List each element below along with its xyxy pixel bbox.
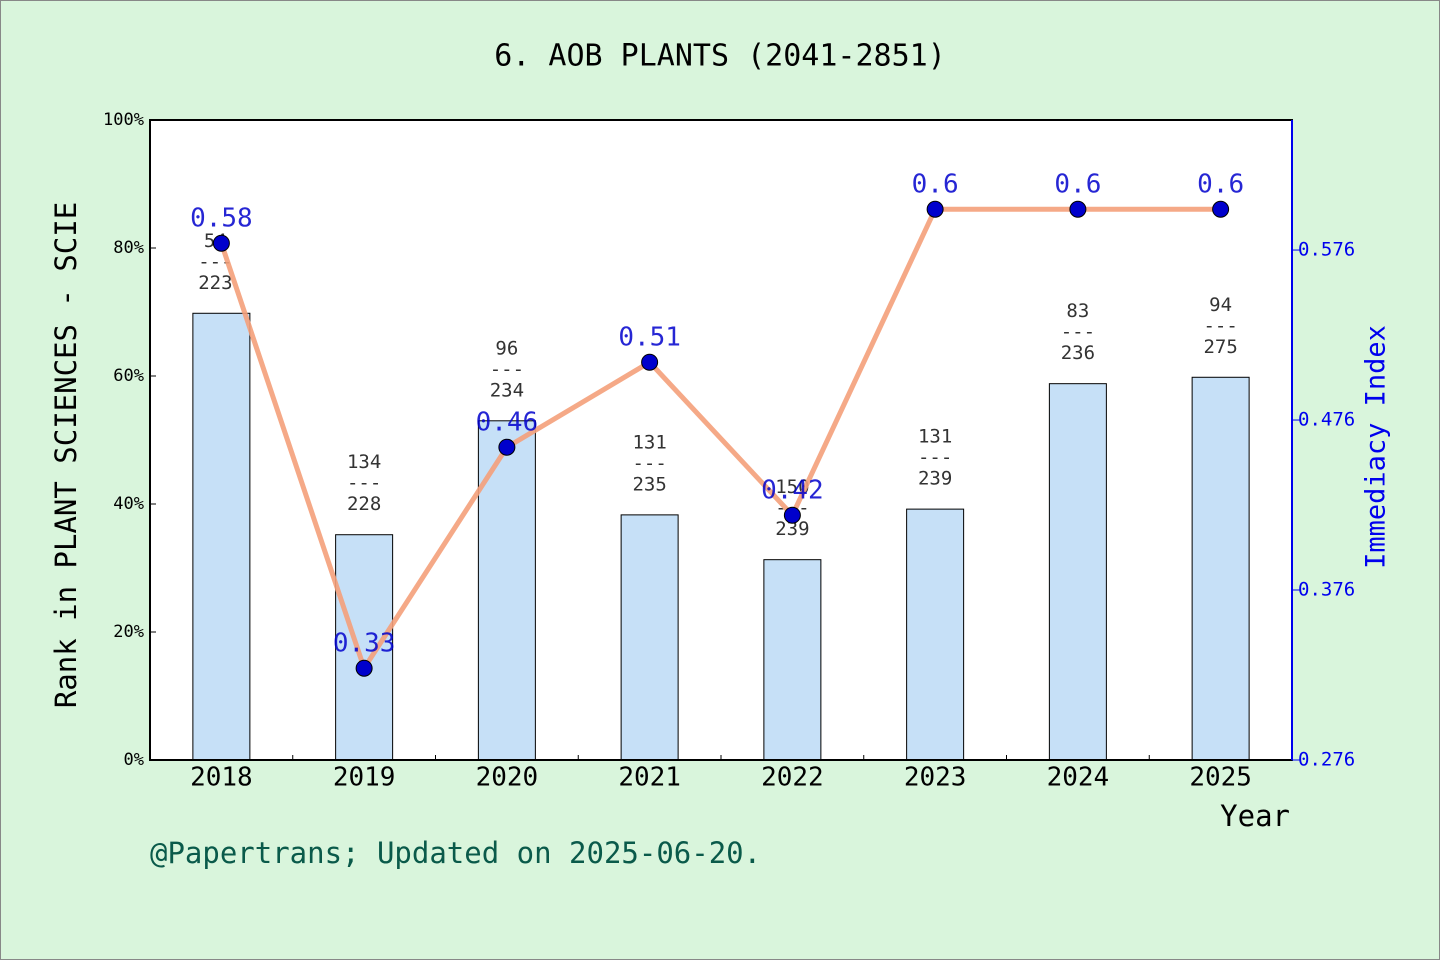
bar [477, 420, 536, 761]
bar [1048, 383, 1107, 761]
line-value-label: 0.6 [1197, 170, 1244, 200]
bar-label: 239 [775, 518, 809, 540]
line-marker [641, 353, 659, 371]
bar-label: 131 [632, 431, 666, 453]
line-marker [1069, 200, 1087, 218]
line-value-label: 0.51 [618, 323, 681, 353]
line [219, 206, 1221, 674]
y-tick-label: 0% [124, 750, 144, 770]
bar [763, 559, 822, 761]
line-marker [783, 506, 801, 524]
bar [1191, 376, 1250, 761]
bar-label: --- [1061, 321, 1095, 343]
x-tick-label: 2023 [904, 763, 967, 793]
x-tick-label: 2024 [1047, 763, 1110, 793]
line-marker [1212, 200, 1230, 218]
x-tick-label: 2018 [190, 763, 253, 793]
y2-tick-label: 0.376 [1298, 579, 1355, 601]
line-marker [926, 200, 944, 218]
y-tick-label: 60% [113, 366, 144, 386]
bar-label: 96 [495, 337, 518, 359]
bar-label: --- [490, 358, 524, 380]
bar-label: 236 [1061, 342, 1095, 364]
x-tick-label: 2022 [761, 763, 824, 793]
line-value-label: 0.33 [333, 629, 396, 659]
y-tick-label: 100% [103, 110, 144, 130]
line-value-label: 0.58 [190, 204, 253, 234]
bar-label: 134 [347, 451, 381, 473]
chart-title: 6. AOB PLANTS (2041-2851) [494, 39, 946, 74]
footer: @Papertrans; Updated on 2025-06-20. [150, 836, 761, 870]
bar [335, 534, 394, 761]
bar-label: 234 [490, 379, 524, 401]
line-value-label: 0.6 [1054, 170, 1101, 200]
bar-label: --- [632, 452, 666, 474]
y2-tick-label: 0.576 [1298, 239, 1355, 261]
y-tick-label: 40% [113, 494, 144, 514]
bar-label: 275 [1203, 336, 1237, 358]
bar-label: 223 [198, 272, 232, 294]
bar-label: --- [918, 447, 952, 469]
y-axis-label: Rank in PLANT SCIENCES - SCIE [49, 202, 83, 708]
line-marker [212, 234, 230, 252]
x-axis-label: Year [1220, 799, 1290, 833]
line-value-label: 0.42 [761, 476, 824, 506]
line-marker [355, 659, 373, 677]
bar-label: 235 [632, 473, 666, 495]
bar [192, 312, 251, 761]
x-tick-label: 2025 [1189, 763, 1252, 793]
y-tick-label: 20% [113, 622, 144, 642]
bar-label: 83 [1066, 300, 1089, 322]
line-value-label: 0.6 [912, 170, 959, 200]
x-tick-label: 2019 [333, 763, 396, 793]
x-tick-label: 2021 [618, 763, 681, 793]
line-value-label: 0.46 [476, 408, 539, 438]
bar-label: --- [1203, 315, 1237, 337]
x-tick-label: 2020 [476, 763, 539, 793]
bar-label: 94 [1209, 294, 1232, 316]
bar [906, 508, 965, 761]
y2-axis-label: Immediacy Index [1361, 325, 1392, 569]
y2-tick-label: 0.476 [1298, 409, 1355, 431]
y-tick-label: 80% [113, 238, 144, 258]
bar-label: 131 [918, 426, 952, 448]
y2-tick-label: 0.276 [1298, 749, 1355, 771]
bar-label: 239 [918, 468, 952, 490]
bar [620, 514, 679, 761]
line-marker [498, 438, 516, 456]
bar-label: 228 [347, 493, 381, 515]
bar-label: --- [347, 472, 381, 494]
